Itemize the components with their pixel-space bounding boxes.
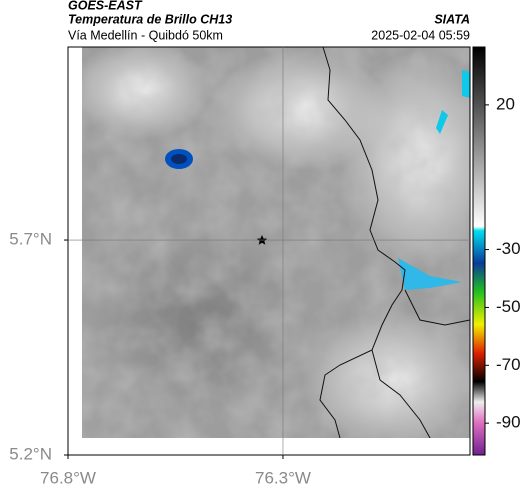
timestamp: 2025-02-04 05:59 — [371, 28, 470, 42]
y-tick-label: 5.2°N — [9, 444, 52, 463]
texture — [82, 47, 470, 438]
x-tick-label: 76.3°W — [255, 468, 311, 487]
cold-cloud — [171, 154, 187, 164]
cold-cloud — [436, 110, 448, 134]
satellite-image — [82, 47, 470, 438]
colorbar-label: 20 — [496, 94, 515, 113]
border-line — [371, 349, 431, 438]
border-line — [404, 289, 470, 326]
map-frame — [67, 46, 471, 456]
colorbar-label: -70 — [496, 355, 521, 374]
route: Vía Medellín - Quibdó 50km — [68, 28, 223, 42]
colorbar-label: -30 — [496, 239, 521, 258]
colorbar — [472, 46, 486, 456]
colorbar-label: -50 — [496, 297, 521, 316]
subtitle: Temperatura de Brillo CH13 — [68, 12, 232, 26]
border-line — [319, 47, 406, 438]
x-tick-label: 76.8°W — [40, 468, 96, 487]
colorbar-label: -90 — [496, 413, 521, 432]
cold-cloud — [462, 70, 470, 98]
title: GOES-EAST — [68, 0, 143, 12]
y-tick-label: 5.7°N — [9, 230, 52, 249]
source: SIATA — [434, 12, 470, 26]
cold-cloud — [398, 258, 462, 290]
